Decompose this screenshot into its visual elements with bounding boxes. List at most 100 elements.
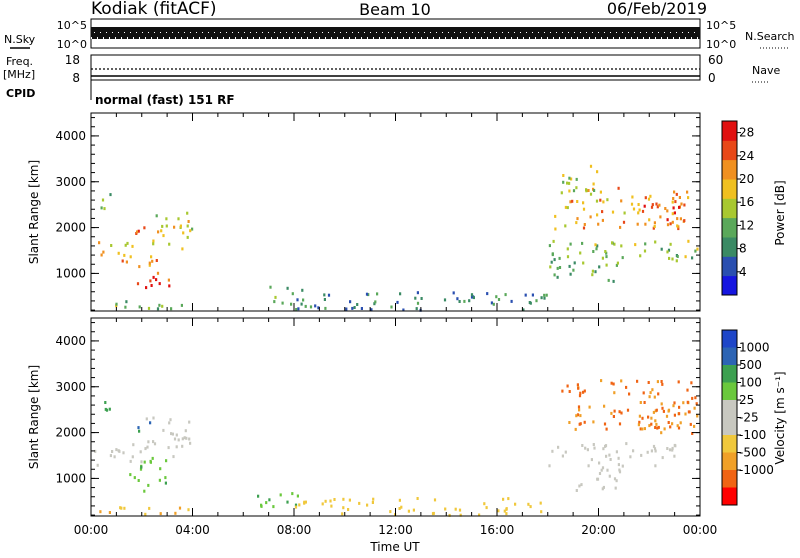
velocity-cell (656, 426, 659, 430)
velocity-cell (564, 450, 567, 454)
velocity-cell (639, 401, 642, 404)
power-cell (558, 266, 562, 269)
velocity-cell (140, 460, 143, 464)
velocity-cell (610, 411, 613, 415)
velocity-cell (129, 459, 132, 463)
power-cell (543, 296, 546, 300)
power-cell (658, 203, 661, 207)
power-cell (470, 293, 474, 297)
power-cell (599, 190, 602, 194)
power-cell (317, 306, 320, 310)
power-cell (678, 196, 681, 199)
power-cell (167, 278, 170, 282)
power-cell (568, 176, 571, 180)
velocity-cell (372, 497, 375, 501)
power-cell (138, 305, 141, 309)
power-cell (390, 305, 393, 309)
velocity-cell (648, 424, 651, 428)
velocity-cell (663, 427, 666, 431)
power-cell (666, 223, 670, 227)
velocity-cell (615, 450, 618, 454)
power-cell (302, 298, 305, 302)
velocity-cell (618, 470, 622, 474)
power-cell (314, 304, 317, 308)
velocity-cell (612, 415, 615, 418)
power-cell (349, 300, 352, 304)
power-cell (575, 221, 578, 225)
power-cell (684, 255, 687, 259)
velocity-cell (111, 450, 114, 453)
power-cell (296, 298, 299, 302)
power-cell (562, 174, 565, 177)
velocity-cell (294, 505, 298, 509)
velocity-cell (286, 500, 289, 504)
power-cell (281, 301, 284, 305)
velocity-cell (654, 449, 657, 453)
power-cell (528, 301, 531, 304)
power-cell (621, 256, 624, 260)
power-cell (180, 303, 183, 307)
velocity-cell (507, 497, 510, 501)
velocity-cell (649, 391, 652, 395)
nsearch-label: N.Search (745, 30, 795, 43)
power-cell (137, 229, 140, 233)
beam-title: Beam 10 (359, 0, 431, 19)
velocity-cell (113, 455, 116, 459)
power-cell (696, 247, 699, 251)
power-cell (620, 244, 623, 248)
power-cell (504, 293, 507, 297)
velocity-cell (598, 461, 601, 465)
power-cell (376, 292, 379, 296)
power-cell (117, 251, 120, 255)
power-cell (566, 247, 569, 251)
velocity-cell (268, 498, 271, 502)
velocity-cell (174, 511, 177, 515)
velocity-cell (587, 464, 590, 468)
power-cell (415, 307, 418, 311)
velocity-cell (638, 420, 641, 424)
power-cell (638, 208, 641, 212)
power-cell (664, 207, 667, 210)
power-cell (103, 207, 106, 211)
power-cell (589, 164, 593, 168)
velocity-cell (407, 509, 410, 513)
velocity-cell (640, 453, 643, 457)
power-cell (573, 261, 576, 265)
power-cell (179, 224, 182, 228)
power-cell (587, 189, 590, 192)
power-cell (168, 284, 171, 288)
power-cell (582, 261, 585, 265)
velocity-cell (655, 422, 658, 426)
velocity-cell (677, 426, 681, 430)
velocity-colorbar-tick: -500 (739, 446, 766, 460)
velocity-cell (598, 472, 602, 475)
velocity-cell (529, 505, 532, 509)
power-cell (126, 241, 129, 245)
velocity-cell (99, 510, 102, 514)
velocity-cell (608, 453, 611, 457)
velocity-cell (505, 507, 508, 511)
power-cell (560, 191, 563, 195)
x-axis-label: Time UT (369, 540, 420, 554)
power-cell (634, 243, 637, 247)
x-tick-label: 00:00 (74, 523, 109, 537)
power-cell (694, 249, 697, 253)
power-cell (672, 197, 675, 200)
velocity-cell (566, 384, 569, 388)
power-cell (666, 209, 669, 213)
velocity-cell (617, 456, 620, 460)
velocity-cell (647, 381, 650, 384)
power-cell (566, 255, 570, 259)
power-cell (683, 219, 686, 223)
power-cell (152, 275, 155, 279)
velocity-cell (614, 486, 617, 490)
x-tick-label: 16:00 (480, 523, 515, 537)
velocity-cell (576, 383, 579, 387)
velocity-cell (667, 421, 670, 424)
power-cell (495, 295, 498, 299)
velocity-cell (412, 508, 415, 512)
power-cell (591, 273, 594, 277)
power-cell (632, 207, 636, 211)
velocity-cell (181, 437, 184, 441)
velocity-cell (606, 468, 609, 472)
